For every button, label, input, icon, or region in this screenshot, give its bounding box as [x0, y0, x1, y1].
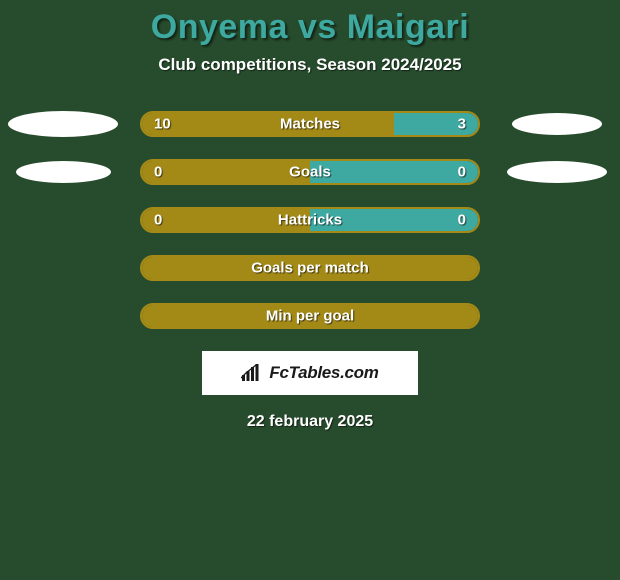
- stat-bar: Min per goal: [140, 303, 480, 329]
- ellipse-slot-left: [8, 159, 118, 185]
- stat-row: Min per goal: [0, 303, 620, 329]
- ellipse-slot-right: [502, 255, 612, 281]
- stat-value-left: 0: [154, 212, 162, 229]
- bar-segment-left: [142, 113, 394, 135]
- stat-label: Goals per match: [251, 260, 369, 277]
- player2-ellipse-icon: [507, 161, 607, 183]
- subtitle: Club competitions, Season 2024/2025: [0, 55, 620, 75]
- ellipse-slot-right: [502, 303, 612, 329]
- stat-value-left: 0: [154, 164, 162, 181]
- stat-value-right: 0: [458, 212, 466, 229]
- ellipse-slot-left: [8, 255, 118, 281]
- chart-icon: [241, 364, 263, 382]
- bar-segment-right: [310, 161, 478, 183]
- comparison-widget: Onyema vs Maigari Club competitions, Sea…: [0, 0, 620, 580]
- stat-row: 0 0 Hattricks: [0, 207, 620, 233]
- ellipse-slot-left: [8, 111, 118, 137]
- ellipse-slot-right: [502, 111, 612, 137]
- ellipse-slot-right: [502, 159, 612, 185]
- player1-name: Onyema: [151, 8, 288, 46]
- player2-name: Maigari: [347, 8, 470, 46]
- stat-bar: 0 0 Hattricks: [140, 207, 480, 233]
- title-vs: vs: [298, 8, 337, 46]
- ellipse-slot-left: [8, 207, 118, 233]
- stat-value-left: 10: [154, 116, 171, 133]
- stat-value-right: 3: [458, 116, 466, 133]
- stat-row: 0 0 Goals: [0, 159, 620, 185]
- ellipse-slot-right: [502, 207, 612, 233]
- stat-row: Goals per match: [0, 255, 620, 281]
- stat-label: Hattricks: [278, 212, 342, 229]
- player2-ellipse-icon: [512, 113, 602, 135]
- page-title: Onyema vs Maigari: [0, 0, 620, 47]
- stat-label: Min per goal: [266, 308, 354, 325]
- brand-text: FcTables.com: [269, 363, 378, 383]
- stat-bar: 0 0 Goals: [140, 159, 480, 185]
- brand-logo[interactable]: FcTables.com: [202, 351, 418, 395]
- date-label: 22 february 2025: [0, 413, 620, 431]
- stat-bar: Goals per match: [140, 255, 480, 281]
- stat-rows: 10 3 Matches 0 0 Goals 0 0 Hattricks Goals per ma…: [0, 111, 620, 329]
- stat-row: 10 3 Matches: [0, 111, 620, 137]
- bar-segment-left: [142, 161, 310, 183]
- stat-value-right: 0: [458, 164, 466, 181]
- stat-label: Goals: [289, 164, 331, 181]
- stat-bar: 10 3 Matches: [140, 111, 480, 137]
- ellipse-slot-left: [8, 303, 118, 329]
- player1-ellipse-icon: [8, 111, 118, 137]
- stat-label: Matches: [280, 116, 340, 133]
- player1-ellipse-icon: [16, 161, 111, 183]
